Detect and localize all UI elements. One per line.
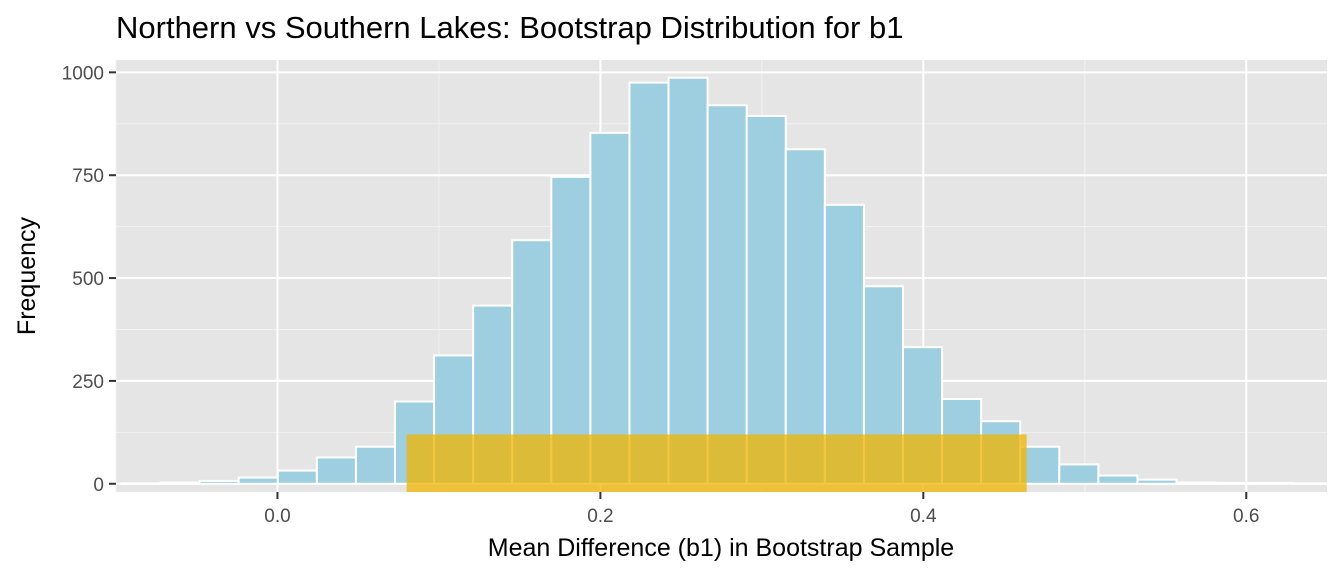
- histogram-bar: [198, 479, 240, 485]
- y-axis-title: Frequency: [13, 216, 41, 335]
- histogram-bar: [276, 469, 318, 485]
- histogram-bar: [784, 148, 826, 485]
- histogram-bar: [1175, 481, 1217, 485]
- histogram-bars: [120, 76, 1334, 485]
- y-axis: 0 250 500 750 1000: [62, 63, 116, 496]
- histogram-bar: [1214, 481, 1256, 485]
- y-tick-label: 250: [72, 372, 104, 393]
- x-tick-label: 0.4: [910, 506, 937, 527]
- histogram-bar: [354, 445, 397, 485]
- y-tick-label: 750: [72, 166, 104, 187]
- histogram-bar: [1058, 463, 1100, 485]
- histogram-bar: [589, 131, 631, 485]
- histogram-bar: [120, 482, 162, 485]
- histogram-bar: [628, 81, 670, 485]
- y-tick-label: 0: [93, 475, 104, 496]
- histogram-bar: [159, 481, 201, 485]
- histogram-bar: [1253, 481, 1295, 485]
- confidence-interval-band: [406, 434, 1027, 492]
- x-axis-title: Mean Difference (b1) in Bootstrap Sample: [488, 534, 954, 562]
- histogram-bar: [1097, 474, 1139, 485]
- y-tick-label: 500: [72, 269, 104, 290]
- histogram-bar: [706, 104, 748, 485]
- chart-title: Northern vs Southern Lakes: Bootstrap Di…: [116, 10, 903, 45]
- x-axis: 0.0 0.2 0.4 0.6: [264, 492, 1259, 527]
- x-tick-label: 0.2: [587, 506, 613, 527]
- histogram-bar: [745, 114, 787, 485]
- histogram-bar: [237, 476, 279, 485]
- histogram-bar: [667, 76, 709, 485]
- x-tick-label: 0.6: [1233, 506, 1259, 527]
- histogram-bar: [1292, 482, 1334, 485]
- histogram-bar: [1136, 478, 1178, 485]
- y-tick-label: 1000: [62, 63, 104, 84]
- histogram-bar: [315, 456, 357, 485]
- x-tick-label: 0.0: [264, 506, 290, 527]
